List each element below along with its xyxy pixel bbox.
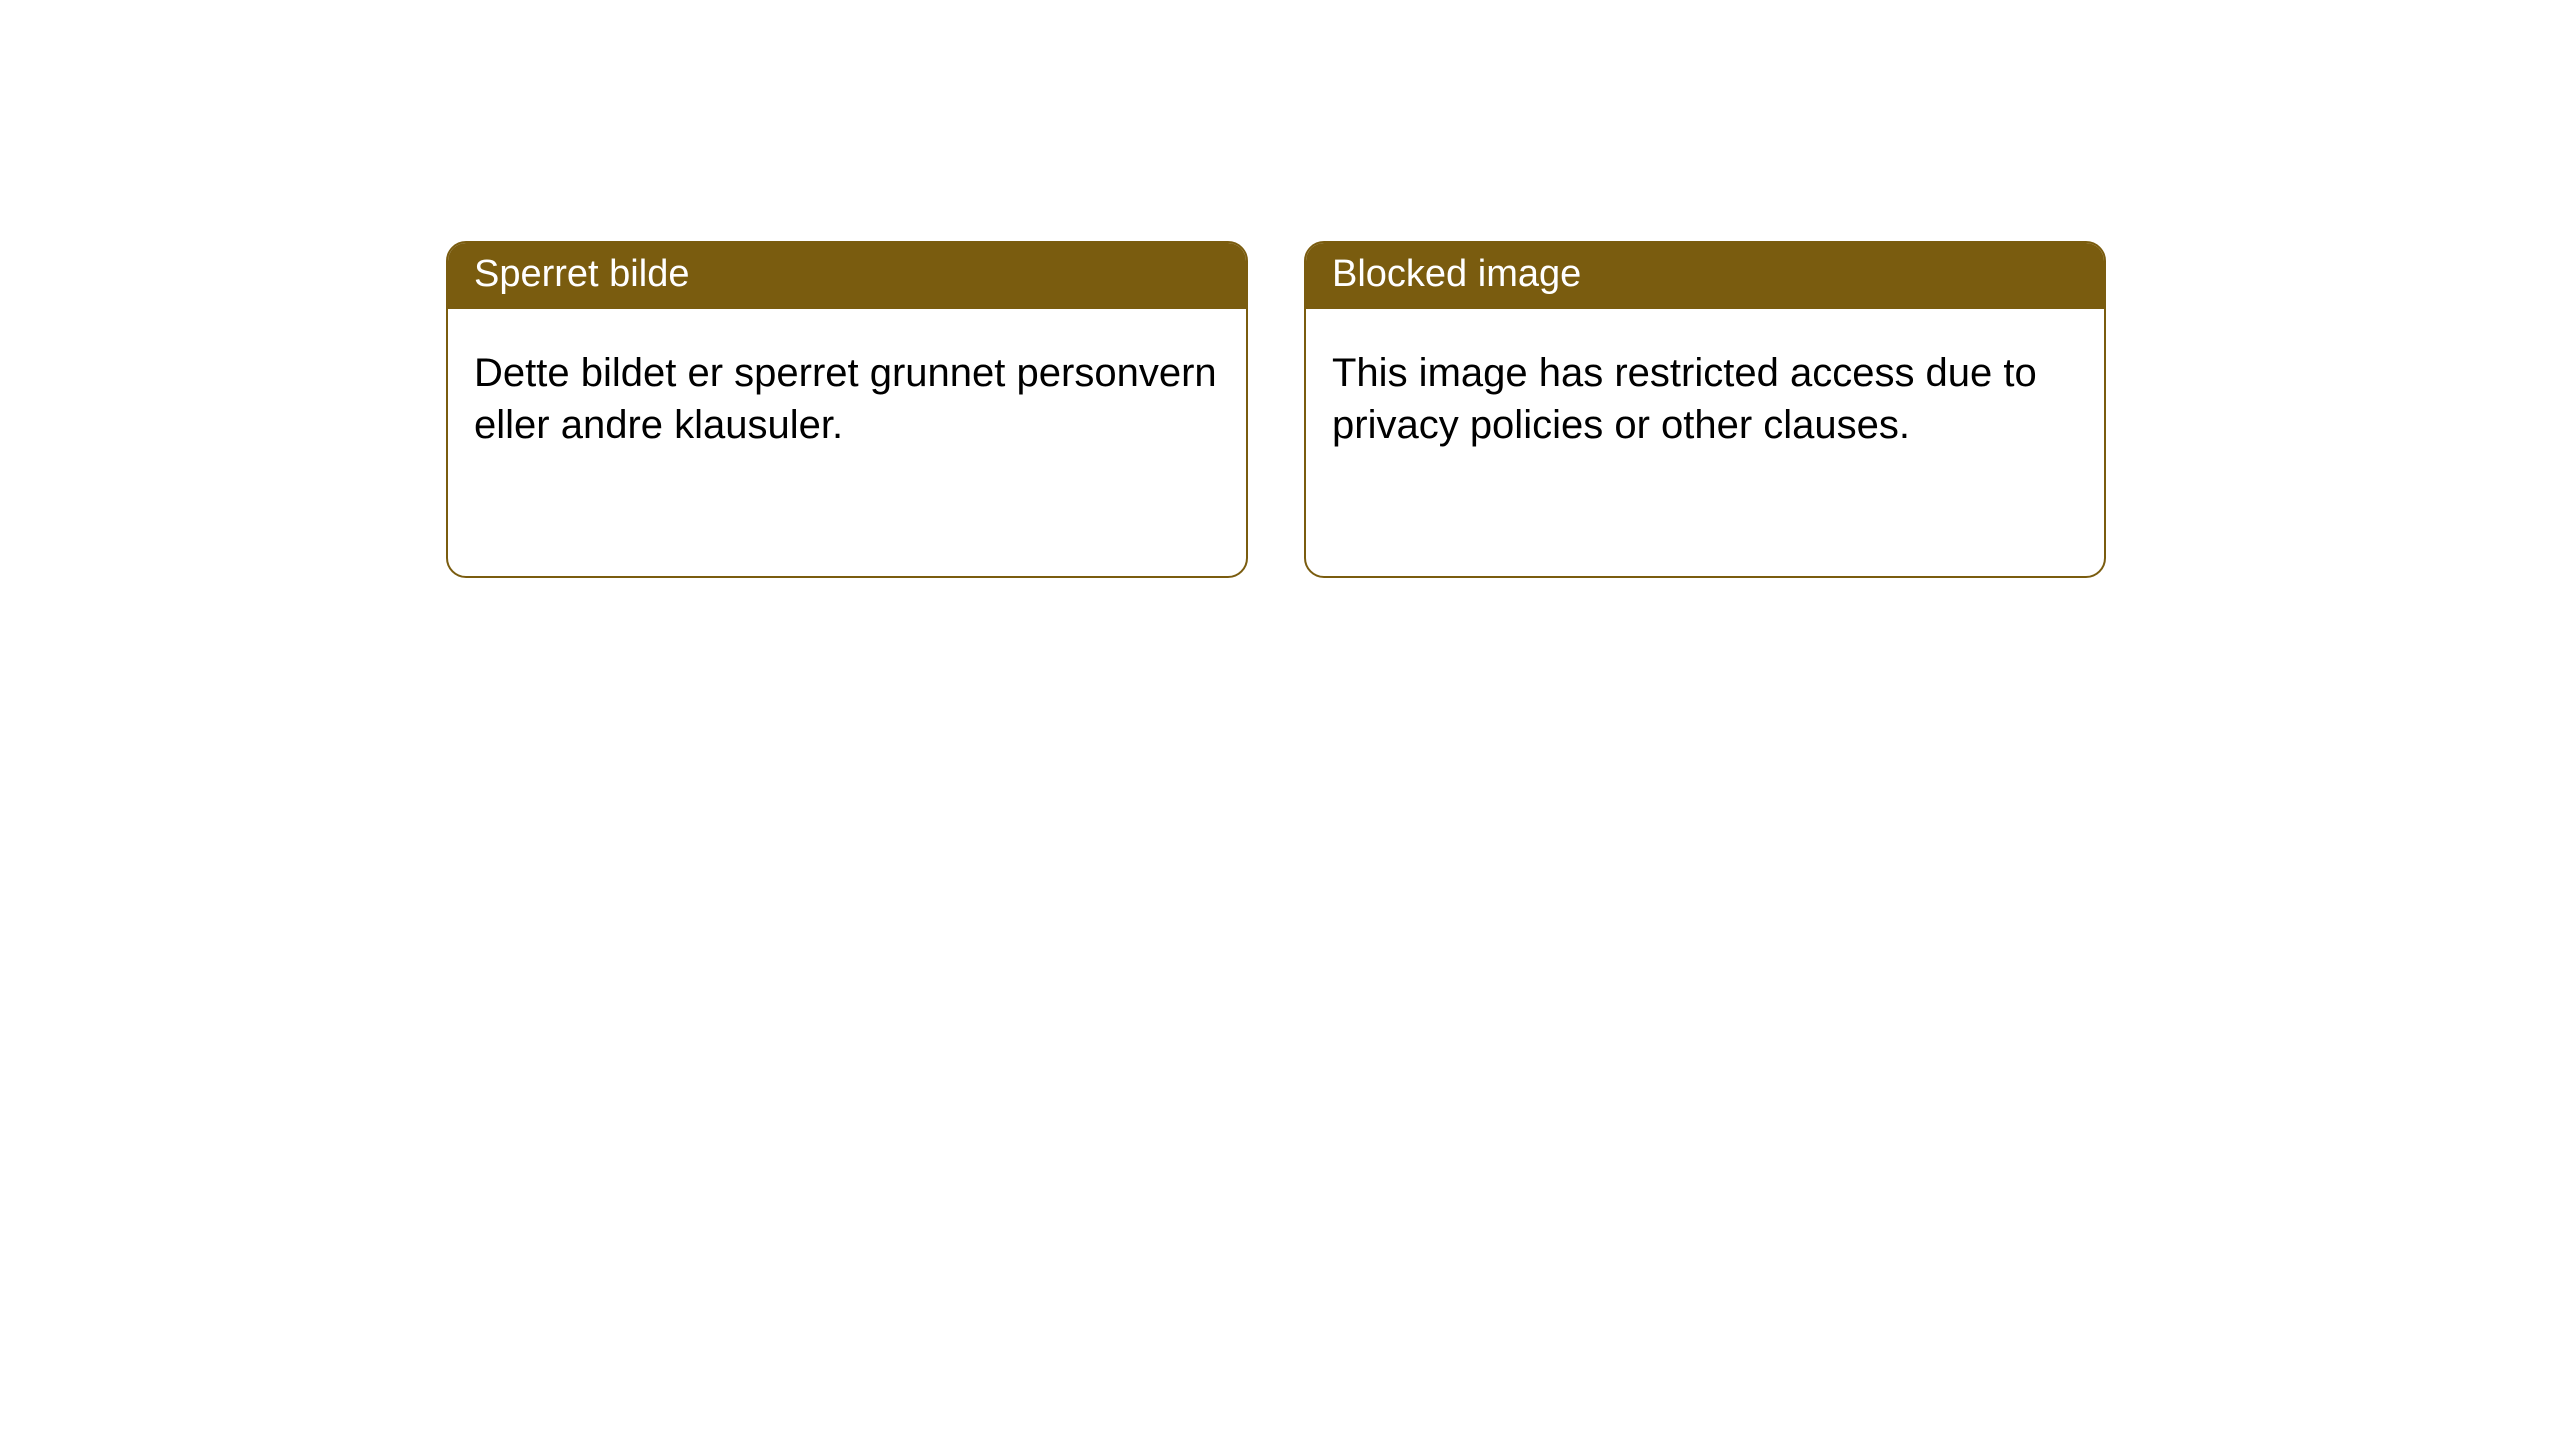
card-body-text: This image has restricted access due to … (1306, 309, 2104, 477)
blocked-image-card-english: Blocked image This image has restricted … (1304, 241, 2106, 578)
card-body-text: Dette bildet er sperret grunnet personve… (448, 309, 1246, 477)
blocked-image-card-norwegian: Sperret bilde Dette bildet er sperret gr… (446, 241, 1248, 578)
card-title: Blocked image (1306, 243, 2104, 309)
card-title: Sperret bilde (448, 243, 1246, 309)
notice-cards-row: Sperret bilde Dette bildet er sperret gr… (0, 0, 2560, 578)
